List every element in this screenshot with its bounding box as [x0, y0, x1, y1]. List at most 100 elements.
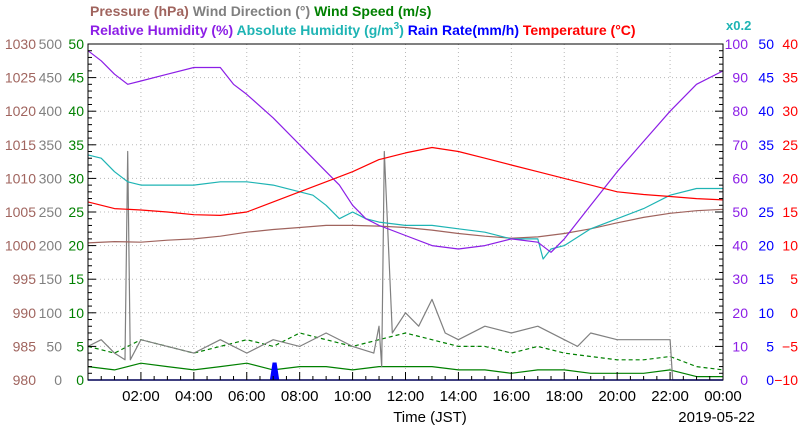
series-wind-speed-gust-m-s: [87, 332, 724, 371]
legend-row-2: Relative Humidity (%) Absolute Humidity …: [90, 21, 636, 38]
y-tick-label-temperature: 0: [790, 305, 798, 321]
y-tick-label-wind-direction: 50: [46, 338, 62, 354]
y-tick-label-pressure: 1015: [5, 137, 36, 153]
y-tick-label-wind-speed: 10: [68, 305, 84, 321]
x-tick-label: 06:00: [228, 388, 266, 405]
right-axes: 0 10 20 30 40 50 60 70 80 90 100 0 5 10 15 20 25 30 35 40 45…: [725, 36, 799, 388]
y-tick-label-humidity: 10: [732, 338, 748, 354]
y-tick-label-wind-direction: 350: [39, 137, 63, 153]
y-tick-label-pressure: 990: [13, 305, 37, 321]
x-tick-label: 00:00: [704, 388, 742, 405]
legend-item-tail: ): [399, 22, 404, 38]
x-tick-label: 02:00: [122, 388, 160, 405]
y-tick-label-humidity: 30: [732, 271, 748, 287]
x-tick-label: 22:00: [651, 388, 689, 405]
y-tick-label-wind-speed: 40: [68, 103, 84, 119]
y-tick-label-rain-rate: 50: [758, 36, 774, 52]
y-tick-label-humidity: 60: [732, 170, 748, 186]
y-tick-label-rain-rate: 5: [766, 338, 774, 354]
y-tick-label-pressure: 995: [13, 271, 37, 287]
legend-row-1: Pressure (hPa) Wind Direction (°) Wind S…: [90, 3, 431, 19]
x-tick-label: 14:00: [440, 388, 478, 405]
y-tick-label-humidity: 50: [732, 204, 748, 220]
y-tick-label-pressure: 1020: [5, 103, 36, 119]
y-tick-label-wind-direction: 250: [39, 204, 63, 220]
y-tick-label-wind-speed: 0: [76, 372, 84, 388]
y-tick-label-wind-direction: 0: [54, 372, 62, 388]
series-absolute-humidity-g-m3-x0-2: [87, 154, 723, 260]
series-relative-humidity: [87, 50, 724, 253]
y-tick-label-temperature: 20: [782, 170, 798, 186]
y-tick-label-pressure: 1000: [5, 238, 36, 254]
axis-ticks: [87, 43, 724, 381]
legend-item: Pressure (hPa): [90, 3, 189, 19]
date-label: 2019-05-22: [678, 409, 755, 426]
y-tick-label-wind-direction: 100: [39, 305, 63, 321]
y-tick-label-pressure: 985: [13, 338, 37, 354]
x-tick-label: 18:00: [545, 388, 583, 405]
legend-item: Temperature (°C): [519, 22, 636, 38]
x-tick-label: 10:00: [334, 388, 372, 405]
y-tick-label-wind-direction: 400: [39, 103, 63, 119]
y-tick-label-temperature: 15: [782, 204, 798, 220]
series-pressure-hpa: [87, 208, 724, 244]
y-tick-label-temperature: 35: [782, 70, 798, 86]
y-tick-label-rain-rate: 25: [758, 204, 774, 220]
y-tick-label-wind-direction: 150: [39, 271, 63, 287]
left-axes: 9809859909951000100510101015102010251030…: [5, 36, 84, 388]
y-tick-label-humidity: 0: [740, 372, 748, 388]
series-wind-direction: [87, 150, 723, 381]
legend-item: Wind Speed (m/s): [310, 3, 431, 19]
legend-item: Absolute Humidity (g/m: [233, 22, 393, 38]
y-tick-label-wind-speed: 5: [76, 338, 84, 354]
y-tick-label-pressure: 1030: [5, 36, 36, 52]
y-tick-label-humidity: 100: [725, 36, 749, 52]
y-tick-label-wind-direction: 450: [39, 70, 63, 86]
y-tick-label-temperature: 5: [790, 271, 798, 287]
y-tick-label-wind-speed: 35: [68, 137, 84, 153]
legend-item: Relative Humidity (%): [90, 22, 233, 38]
y-tick-label-rain-rate: 30: [758, 170, 774, 186]
x-axis: 02:00 04:00 06:00 08:00 10:00 12:00 14:00 16:00…: [122, 388, 742, 405]
y-tick-label-humidity: 70: [732, 137, 748, 153]
y-tick-label-temperature: −10: [774, 372, 798, 388]
y-tick-label-wind-direction: 500: [39, 36, 63, 52]
x-tick-label: 16:00: [493, 388, 531, 405]
x-tick-label: 20:00: [598, 388, 636, 405]
y-tick-label-wind-speed: 30: [68, 170, 84, 186]
y-tick-label-rain-rate: 15: [758, 271, 774, 287]
x-axis-title: Time (JST): [393, 409, 467, 426]
y-tick-label-pressure: 980: [13, 372, 37, 388]
y-tick-label-wind-direction: 300: [39, 170, 63, 186]
y-tick-label-temperature: 40: [782, 36, 798, 52]
legend-item: Wind Direction (°): [189, 3, 310, 19]
y-tick-label-wind-speed: 15: [68, 271, 84, 287]
y-tick-label-wind-speed: 20: [68, 238, 84, 254]
y-tick-label-humidity: 20: [732, 305, 748, 321]
y-tick-label-wind-speed: 25: [68, 204, 84, 220]
y-tick-label-wind-speed: 50: [68, 36, 84, 52]
y-tick-label-temperature: 25: [782, 137, 798, 153]
legend-superscript: 3: [394, 21, 400, 32]
y-tick-label-humidity: 90: [732, 70, 748, 86]
y-tick-label-humidity: 80: [732, 103, 748, 119]
x-tick-label: 08:00: [281, 388, 319, 405]
y-tick-label-rain-rate: 45: [758, 70, 774, 86]
y-tick-label-humidity: 40: [732, 238, 748, 254]
x-tick-label: 04:00: [175, 388, 213, 405]
legend-item: Rain Rate(mm/h): [404, 22, 519, 38]
y-tick-label-wind-speed: 45: [68, 70, 84, 86]
scale-note: x0.2: [726, 18, 751, 33]
x-tick-label: 12:00: [387, 388, 425, 405]
y-tick-label-temperature: 10: [782, 238, 798, 254]
y-tick-label-rain-rate: 20: [758, 238, 774, 254]
series-temperature-c: [87, 146, 724, 216]
y-tick-label-pressure: 1010: [5, 170, 36, 186]
y-tick-label-rain-rate: 40: [758, 103, 774, 119]
y-tick-label-rain-rate: 10: [758, 305, 774, 321]
legend: Pressure (hPa) Wind Direction (°) Wind S…: [90, 3, 751, 38]
y-tick-label-wind-direction: 200: [39, 238, 63, 254]
y-tick-label-rain-rate: 35: [758, 137, 774, 153]
